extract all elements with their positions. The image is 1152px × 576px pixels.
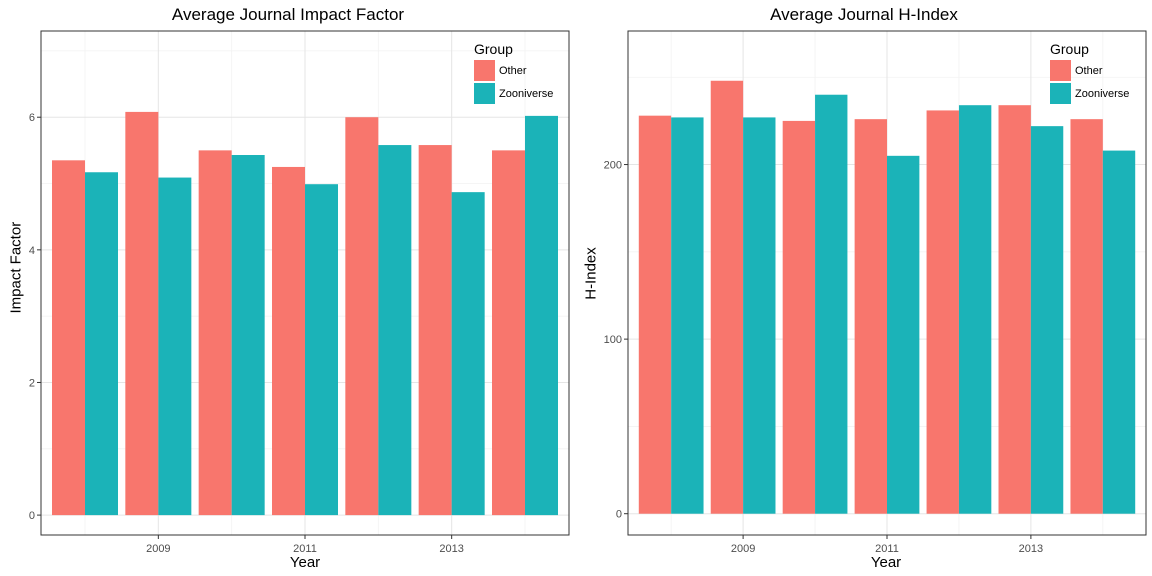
legend-swatch-zooniverse	[1050, 83, 1071, 104]
y-tick-label: 100	[604, 334, 622, 346]
x-tick-label: 2011	[875, 543, 899, 555]
bar-other	[272, 166, 305, 516]
bar-other	[492, 150, 525, 516]
legend-swatch-other	[474, 60, 495, 81]
bar-zooniverse	[231, 155, 265, 516]
bar-zooniverse	[743, 117, 776, 514]
x-tick-label: 2009	[146, 543, 170, 555]
bar-zooniverse	[525, 115, 558, 516]
x-tick-label: 2013	[439, 543, 463, 555]
impact-factor-chart: 0 2 4 6 2009 2011 2013	[29, 30, 570, 555]
bar-other	[710, 80, 744, 514]
bar-zooniverse	[158, 177, 192, 516]
bar-zooniverse	[671, 117, 704, 514]
legend-swatch-other	[1050, 60, 1071, 81]
bar-other	[198, 150, 232, 516]
bar-other	[998, 105, 1031, 514]
bar-zooniverse	[85, 172, 118, 516]
x-tick-label: 2013	[1019, 543, 1043, 555]
bar-zooniverse	[958, 105, 992, 514]
h-index-chart: 0 100 200 2009 2011 2013	[604, 30, 1147, 555]
legend-item-other: Other	[474, 59, 553, 82]
bar-zooniverse	[378, 145, 412, 516]
y-tick-label: 4	[29, 245, 35, 257]
impact-factor-panel: Average Journal Impact Factor 0 2 4 6 2009 20…	[7, 5, 570, 571]
bar-zooniverse	[1030, 126, 1064, 514]
bar-other	[638, 115, 672, 514]
bar-other	[125, 111, 159, 516]
y-axis-label: Impact Factor	[7, 221, 25, 314]
legend: Group Other Zooniverse	[1050, 41, 1129, 105]
legend-label: Zooniverse	[1075, 87, 1130, 100]
bar-other	[926, 110, 959, 514]
y-tick-label: 6	[29, 112, 35, 124]
y-tick-label: 0	[616, 509, 622, 521]
legend-label: Other	[499, 64, 527, 77]
bar-other	[1070, 119, 1103, 514]
bar-other	[854, 119, 887, 514]
y-tick-label: 200	[604, 160, 622, 172]
legend-label: Other	[1075, 64, 1103, 77]
bar-zooniverse	[451, 192, 485, 516]
x-axis-label: Year	[289, 554, 321, 571]
legend-title: Group	[474, 41, 513, 57]
chart-title: Average Journal Impact Factor	[171, 5, 405, 24]
y-axis-label: H-Index	[582, 247, 600, 300]
legend-item-other: Other	[1050, 59, 1129, 82]
chart-title: Average Journal H-Index	[770, 5, 958, 24]
legend-label: Zooniverse	[499, 87, 554, 100]
bar-other	[782, 120, 816, 514]
legend-swatch-zooniverse	[474, 83, 495, 104]
bar-zooniverse	[815, 94, 848, 514]
bar-zooniverse	[305, 184, 338, 516]
bar-other	[52, 160, 85, 516]
bar-other	[418, 145, 452, 516]
y-tick-label: 0	[29, 510, 35, 522]
x-tick-label: 2009	[731, 543, 755, 555]
h-index-panel: Average Journal H-Index 0 100 200 2009 2011 2…	[576, 0, 1152, 576]
bar-zooniverse	[1102, 150, 1136, 514]
bar-zooniverse	[887, 155, 920, 514]
legend-item-zooniverse: Zooniverse	[1050, 82, 1129, 105]
y-tick-label: 2	[29, 377, 35, 389]
legend-title: Group	[1050, 41, 1089, 57]
legend: Group Other Zooniverse	[474, 41, 553, 105]
bar-other	[345, 117, 379, 516]
legend-item-zooniverse: Zooniverse	[474, 82, 553, 105]
x-tick-label: 2011	[293, 543, 317, 555]
x-axis-label: Year	[870, 554, 902, 571]
